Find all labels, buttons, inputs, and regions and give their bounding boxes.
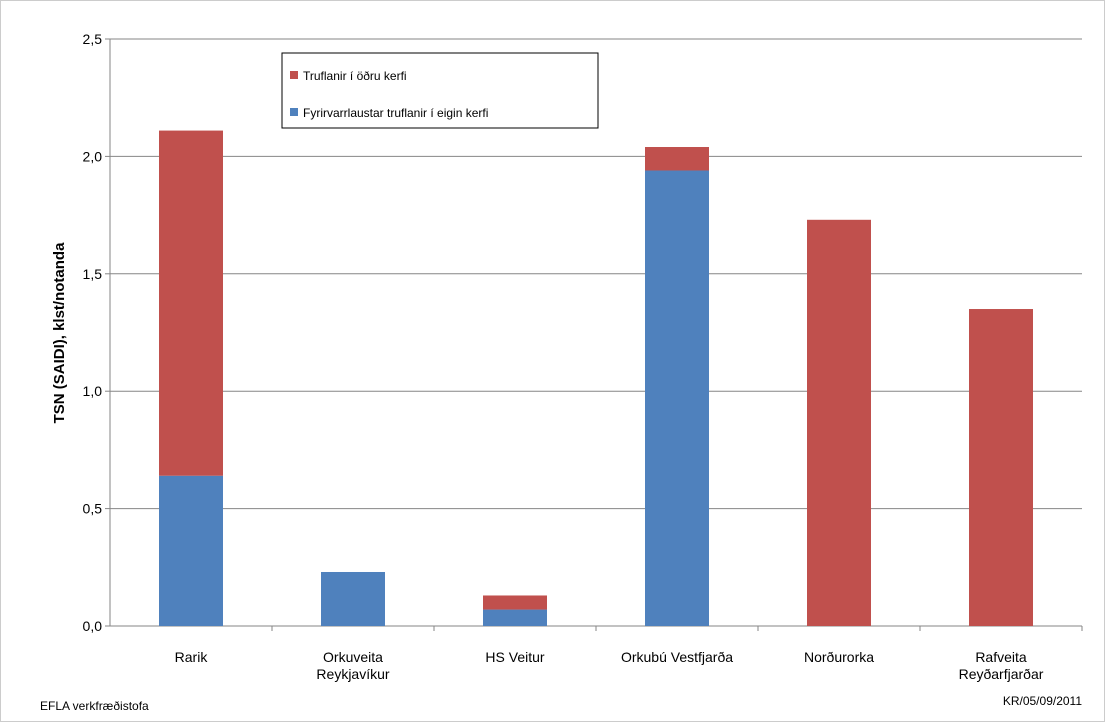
x-tick-label: HS Veitur	[485, 649, 544, 665]
x-tick-label: Orkuveita Reykjavíkur	[316, 649, 389, 682]
y-tick-label: 2,5	[83, 31, 103, 47]
legend-box	[281, 52, 599, 129]
bar-segment	[969, 309, 1033, 626]
y-tick-label: 1,5	[83, 266, 103, 282]
footer-right: KR/05/09/2011	[1003, 694, 1082, 708]
y-tick-label: 2,0	[83, 148, 103, 164]
x-tick-label: Rafveita Reyðarfjarðar	[959, 649, 1044, 682]
bar-segment	[159, 130, 223, 476]
bar-segment	[321, 571, 385, 626]
legend-label: Truflanir í öðru kerfi	[303, 69, 407, 83]
y-tick-label: 0,0	[83, 618, 103, 634]
bar-segment	[483, 609, 547, 626]
footer-left: EFLA verkfræðistofa	[40, 699, 149, 713]
legend-swatch	[290, 71, 298, 79]
y-axis-label: TSN (SAIDI), klst/notanda	[51, 242, 68, 424]
x-tick-label: Norðurorka	[804, 649, 874, 665]
bar-segment	[483, 595, 547, 610]
y-tick-label: 0,5	[83, 501, 103, 517]
legend-label: Fyrirvarrlaustar truflanir í eigin kerfi	[303, 106, 488, 120]
bar-segment	[159, 475, 223, 626]
x-tick-label: Rarik	[175, 649, 209, 665]
x-tick-label: Orkubú Vestfjarða	[621, 649, 733, 665]
bar-segment	[807, 219, 871, 626]
legend-swatch	[290, 108, 298, 116]
y-tick-label: 1,0	[83, 383, 103, 399]
bar-segment	[645, 147, 709, 171]
bar-segment	[645, 170, 709, 626]
